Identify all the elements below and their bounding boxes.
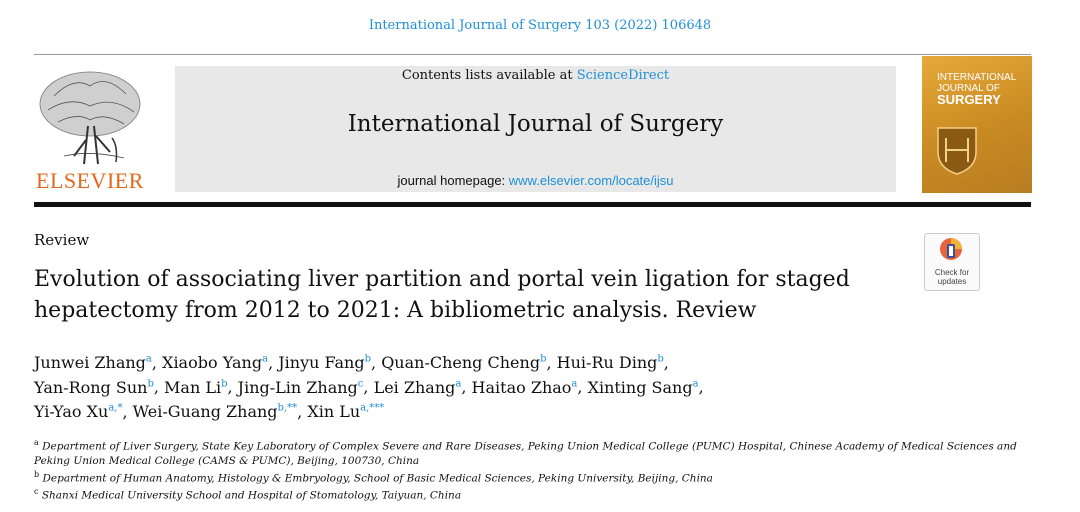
- affiliation-a: a Department of Liver Surgery, State Key…: [34, 438, 1017, 467]
- badge-line-2: updates: [937, 277, 967, 286]
- article-type-label: Review: [34, 231, 90, 249]
- author[interactable]: Jing-Lin Zhangc: [237, 377, 364, 397]
- contents-line: Contents lists available at ScienceDirec…: [175, 68, 896, 83]
- author[interactable]: Yan-Rong Sunb: [34, 377, 154, 397]
- check-updates-icon: [940, 238, 962, 260]
- author[interactable]: Xiaobo Yanga: [162, 353, 269, 373]
- badge-line-1: Check for: [934, 268, 970, 277]
- masthead-rule: [34, 202, 1031, 207]
- author[interactable]: Lei Zhanga: [373, 377, 462, 397]
- cover-crest-icon: [937, 127, 977, 175]
- journal-title: International Journal of Surgery: [347, 111, 724, 137]
- sciencedirect-link[interactable]: ScienceDirect: [576, 68, 670, 83]
- elsevier-tree-logo: [39, 71, 141, 165]
- author[interactable]: Man Lib: [164, 377, 228, 397]
- masthead-box: [175, 66, 896, 192]
- author[interactable]: Hui-Ru Dingb: [556, 353, 664, 373]
- contents-prefix: Contents lists available at: [401, 68, 577, 83]
- journal-citation[interactable]: International Journal of Surgery 103 (20…: [368, 18, 712, 33]
- cover-line-2: JOURNAL OF: [937, 83, 1000, 94]
- homepage-prefix: journal homepage:: [397, 173, 509, 188]
- journal-homepage-link[interactable]: www.elsevier.com/locate/ijsu: [508, 173, 674, 188]
- journal-cover-image[interactable]: [922, 56, 1032, 193]
- author[interactable]: Xin Lua,***: [307, 401, 385, 421]
- author[interactable]: Jinyu Fangb: [278, 353, 372, 373]
- author[interactable]: Haitao Zhaoa: [471, 377, 578, 397]
- affiliations: a Department of Liver Surgery, State Key…: [34, 436, 1034, 503]
- paper-title: Evolution of associating liver partition…: [34, 267, 850, 323]
- author[interactable]: Quan-Cheng Chengb: [381, 353, 547, 373]
- cover-line-1: INTERNATIONAL: [937, 72, 1017, 83]
- author[interactable]: Xinting Sanga: [587, 377, 699, 397]
- affiliation-b: b Department of Human Anatomy, Histology…: [34, 469, 713, 485]
- author[interactable]: Junwei Zhanga: [34, 353, 152, 373]
- author[interactable]: Wei-Guang Zhangb,**: [132, 401, 298, 421]
- header-rule: [34, 54, 1031, 55]
- publisher-wordmark: ELSEVIER: [36, 168, 144, 193]
- affiliation-c: c Shanxi Medical University School and H…: [34, 487, 462, 502]
- homepage-line: journal homepage: www.elsevier.com/locat…: [175, 173, 896, 188]
- cover-line-3: SURGERY: [937, 92, 1001, 107]
- author-list: Junwei Zhanga, Xiaobo Yanga, Jinyu Fangb…: [34, 353, 704, 421]
- check-updates-text: Check for updates: [926, 268, 978, 286]
- cover-title: INTERNATIONAL JOURNAL OF SURGERY: [937, 72, 1029, 107]
- author[interactable]: Yi-Yao Xua,*: [34, 401, 123, 421]
